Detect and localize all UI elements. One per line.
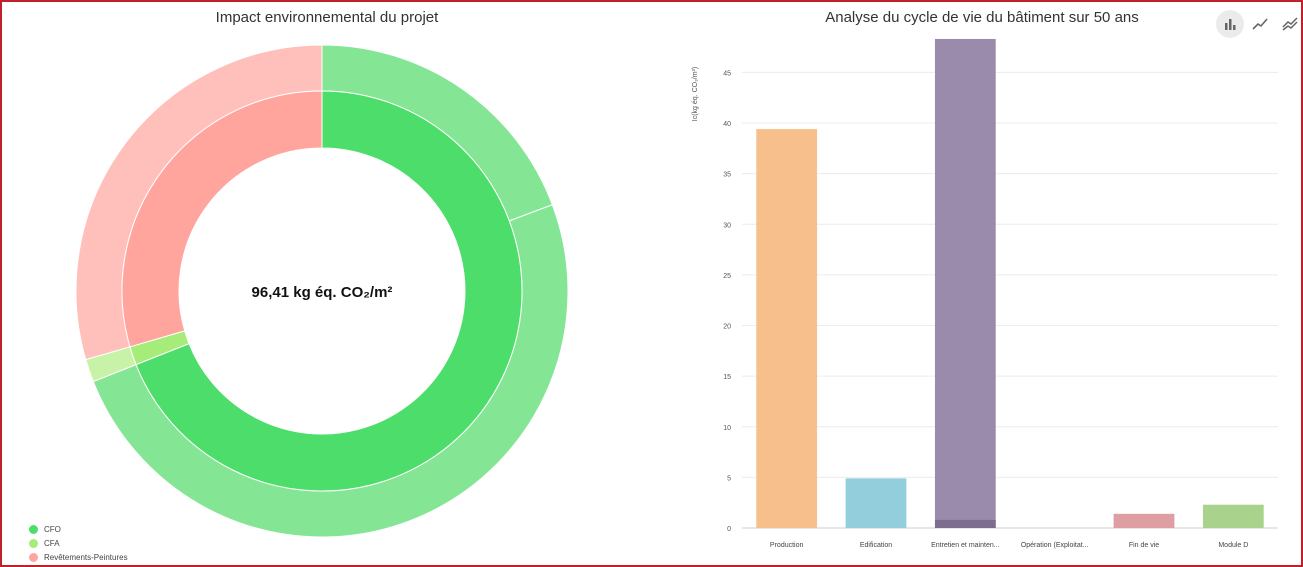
line-chart-button[interactable] [1246,10,1274,38]
legend-dot-icon [29,552,38,562]
y-tick-label: 10 [723,425,731,432]
bar-4[interactable] [1113,513,1175,528]
bar-0[interactable] [756,129,818,528]
line-chart-icon [1252,18,1268,30]
legend-dot-icon [29,538,38,548]
bar-chart: Ic(kg éq. CO₂/m²) 0 5 10 15 20 25 30 35 40 45 Pro… [692,38,1278,549]
y-tick-label: 25 [723,273,731,280]
legend-label: Revêtements-Peintures [44,552,128,562]
bar-base-2[interactable] [934,519,996,528]
legend-label: CFA [44,538,60,548]
y-tick-label: 35 [723,172,731,179]
legend-label: CFO [44,524,61,534]
y-tick-label: 40 [723,121,731,128]
y-tick-label: 20 [723,324,731,331]
bar-5[interactable] [1202,504,1264,528]
legend-item-cfo[interactable]: CFO [29,522,128,536]
x-tick-label: Entretien et mainten... [931,542,1000,549]
bar-2[interactable] [934,38,996,529]
chart-type-toolbar [1216,10,1303,38]
y-tick-label: 5 [727,475,731,482]
donut-chart-title: Impact environnemental du projet [215,9,439,26]
x-tick-label: Fin de vie [1129,542,1159,549]
donut-legend: CFO CFA Revêtements-Peintures [29,522,128,564]
donut-chart: 96,41 kg éq. CO₂/m² [75,44,569,538]
y-axis-label: Ic(kg éq. CO₂/m²) [692,67,699,121]
legend-item-cfa[interactable]: CFA [29,536,128,550]
inner-ring-slice-2[interactable] [121,90,323,348]
y-tick-label: 45 [723,70,731,77]
donut-center-label: 96,41 kg éq. CO₂/m² [252,284,393,301]
x-tick-label: Module D [1218,542,1248,549]
bar-chart-title: Analyse du cycle de vie du bâtiment sur … [825,9,1139,26]
x-tick-label: Edification [860,542,892,549]
bar-chart-icon [1225,19,1236,30]
bar-chart-button[interactable] [1216,10,1244,38]
legend-dot-icon [29,524,38,534]
y-tick-label: 15 [723,374,731,381]
x-tick-label: Production [770,542,804,549]
y-tick-label: 30 [723,222,731,229]
y-tick-label: 0 [727,526,731,533]
inner-ring-slice-0[interactable] [135,90,523,492]
legend-item-revetements[interactable]: Revêtements-Peintures [29,550,128,564]
x-tick-label: Opération (Exploitat... [1021,542,1089,549]
bar-1[interactable] [845,478,907,528]
multi-line-chart-icon [1282,17,1298,31]
multi-line-chart-button[interactable] [1276,10,1303,38]
